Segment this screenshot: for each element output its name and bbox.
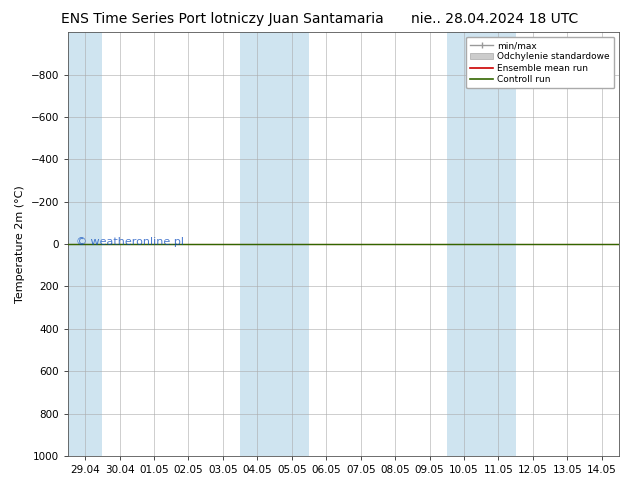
Bar (240, 32, 275, 456)
Legend: min/max, Odchylenie standardowe, Ensemble mean run, Controll run: min/max, Odchylenie standardowe, Ensembl… (466, 37, 614, 89)
Bar (447, 32, 481, 456)
Text: ENS Time Series Port lotniczy Juan Santamaria: ENS Time Series Port lotniczy Juan Santa… (60, 12, 384, 26)
Y-axis label: Temperature 2m (°C): Temperature 2m (°C) (15, 185, 25, 303)
Text: nie.. 28.04.2024 18 UTC: nie.. 28.04.2024 18 UTC (411, 12, 578, 26)
Bar (275, 32, 309, 456)
Bar (481, 32, 515, 456)
Bar (68, 32, 103, 456)
Text: © weatheronline.pl: © weatheronline.pl (76, 237, 184, 247)
